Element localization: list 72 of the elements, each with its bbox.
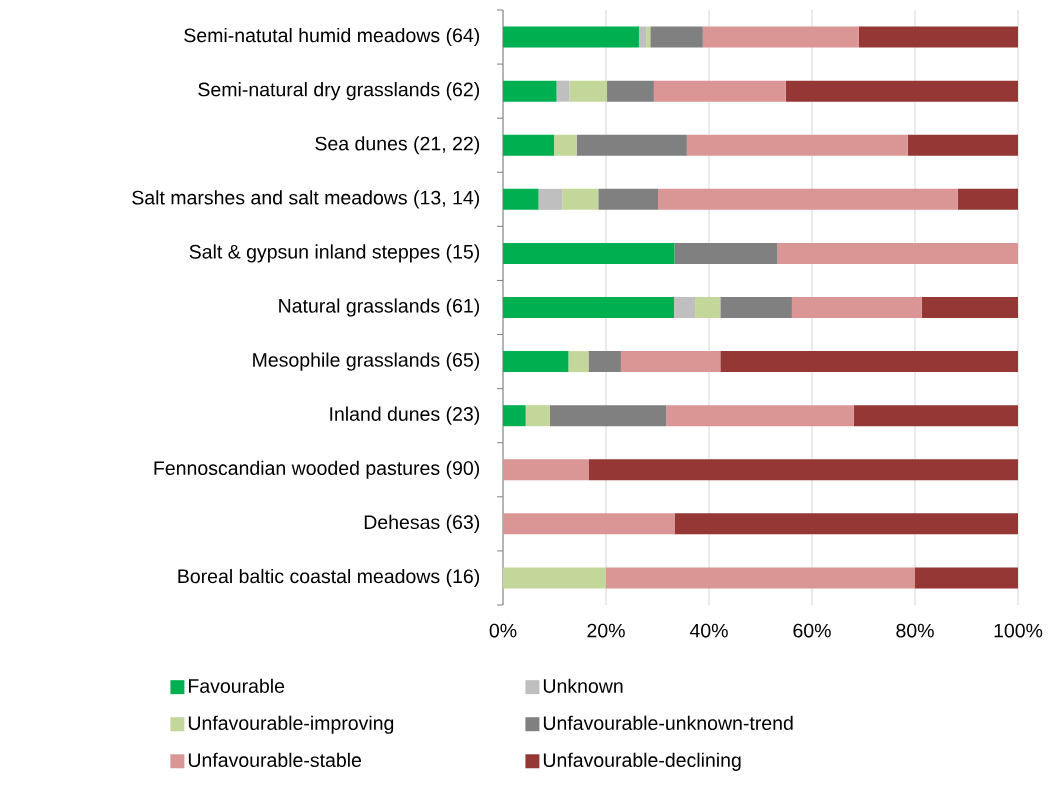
bar xyxy=(556,80,570,102)
bar xyxy=(658,188,958,210)
bar xyxy=(666,405,854,427)
y-tick-label: Boreal baltic coastal meadows (16) xyxy=(178,568,480,588)
bar xyxy=(791,297,922,318)
bar xyxy=(653,80,786,102)
bar xyxy=(673,297,696,318)
bar xyxy=(503,513,675,535)
bar xyxy=(686,134,908,156)
bar xyxy=(549,405,667,427)
x-tick-label: 100% xyxy=(994,623,1043,638)
bar xyxy=(720,297,792,318)
legend-label: Unfavourable-stable xyxy=(188,752,362,768)
y-tick-label: Semi-natural dry grasslands (62) xyxy=(198,82,480,101)
legend-label: Favourable xyxy=(189,678,285,693)
x-tick-label: 60% xyxy=(793,623,831,638)
bar xyxy=(538,188,563,210)
y-tick-label: Salt marshes and salt meadows (13, 14) xyxy=(132,190,480,209)
bar xyxy=(503,242,675,264)
bar xyxy=(503,134,554,156)
bar xyxy=(562,188,599,210)
bar xyxy=(503,405,526,427)
legend-label: Unfavourable-unknown-trend xyxy=(543,715,793,730)
bar xyxy=(650,26,703,48)
bar xyxy=(702,26,859,48)
bar xyxy=(921,297,1019,318)
bar xyxy=(588,351,621,373)
bar xyxy=(915,567,1019,589)
bar xyxy=(503,459,589,481)
bar xyxy=(853,405,1019,427)
bar xyxy=(503,567,606,589)
bar xyxy=(576,134,687,156)
legend-label: Unknown xyxy=(543,678,623,693)
bar xyxy=(858,26,1019,48)
bar xyxy=(646,26,651,48)
x-tick-label: 40% xyxy=(689,623,728,638)
bar xyxy=(785,80,1019,102)
bar xyxy=(525,405,550,427)
y-tick-label: Salt & gypsun inland steppes (15) xyxy=(189,244,480,263)
bar xyxy=(503,188,539,210)
bar xyxy=(598,188,659,210)
y-tick-label: Sea dunes (21, 22) xyxy=(315,136,480,155)
y-tick-label: Fennoscandian wooded pastures (90) xyxy=(154,460,480,479)
bar xyxy=(674,513,1019,535)
bar xyxy=(695,297,721,318)
y-tick-label: Inland dunes (23) xyxy=(330,406,480,425)
bar xyxy=(568,351,589,373)
bar xyxy=(674,242,778,264)
bar xyxy=(588,459,1019,481)
x-tick-label: 0% xyxy=(489,623,517,638)
bar xyxy=(606,567,916,589)
bar xyxy=(569,80,608,102)
bar xyxy=(907,134,1019,156)
legend-label: Unfavourable-declining xyxy=(543,752,741,771)
bar xyxy=(503,297,674,318)
bar xyxy=(620,351,721,373)
legend-label: Unfavourable-improving xyxy=(188,715,394,734)
x-tick-label: 20% xyxy=(587,623,625,638)
bar xyxy=(777,242,1019,264)
bar xyxy=(503,351,569,373)
bar xyxy=(957,188,1019,210)
x-tick-label: 80% xyxy=(896,623,934,638)
bar xyxy=(607,80,654,102)
bar xyxy=(503,26,639,48)
bar xyxy=(638,26,647,48)
y-tick-label: Dehesas (63) xyxy=(364,514,480,533)
bar xyxy=(720,351,1019,373)
bar xyxy=(553,134,577,156)
y-tick-label: Mesophile grasslands (65) xyxy=(253,352,480,371)
bar xyxy=(503,80,557,102)
y-tick-label: Natural grasslands (61) xyxy=(279,298,480,317)
y-tick-label: Semi-natutal humid meadows (64) xyxy=(184,27,480,47)
